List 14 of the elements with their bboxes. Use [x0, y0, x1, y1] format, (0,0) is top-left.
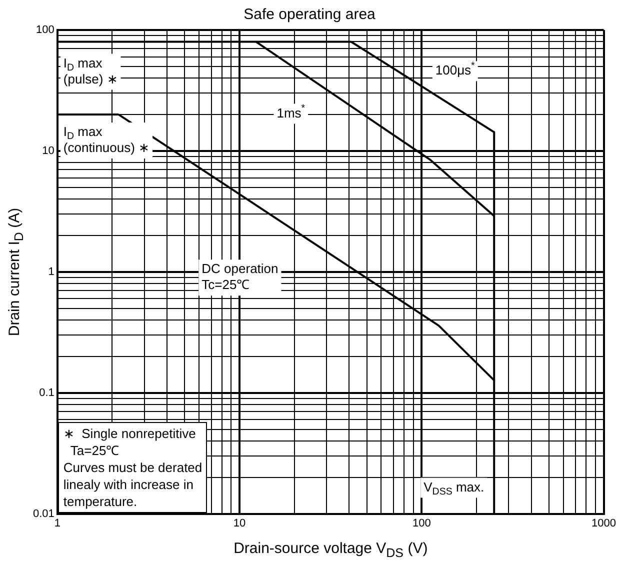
chart-title: Safe operating area [242, 6, 376, 23]
annotation: ∗ Single nonrepetitive Ta=25℃ Curves must be derated linealy with increase in temperature. [58, 422, 208, 513]
y-tick-label: 0.01 [32, 508, 54, 520]
y-tick-label: 0.1 [39, 386, 54, 399]
x-axis-title: Drain-source voltage V$_{DS}$ (V) [234, 540, 428, 560]
series-label: 100μs* [435, 60, 476, 78]
x-tick-label: 1000 [592, 517, 616, 530]
x-tick-label: 10 [233, 517, 246, 530]
text: DC operation Tc=25℃ [202, 261, 278, 292]
series-label: 1ms* [276, 103, 306, 120]
x-tick-label: 100 [412, 517, 431, 530]
y-tick-label: 10 [42, 144, 54, 157]
y-tick-label: 1 [48, 266, 54, 278]
y-tick-label: 100 [36, 24, 54, 36]
